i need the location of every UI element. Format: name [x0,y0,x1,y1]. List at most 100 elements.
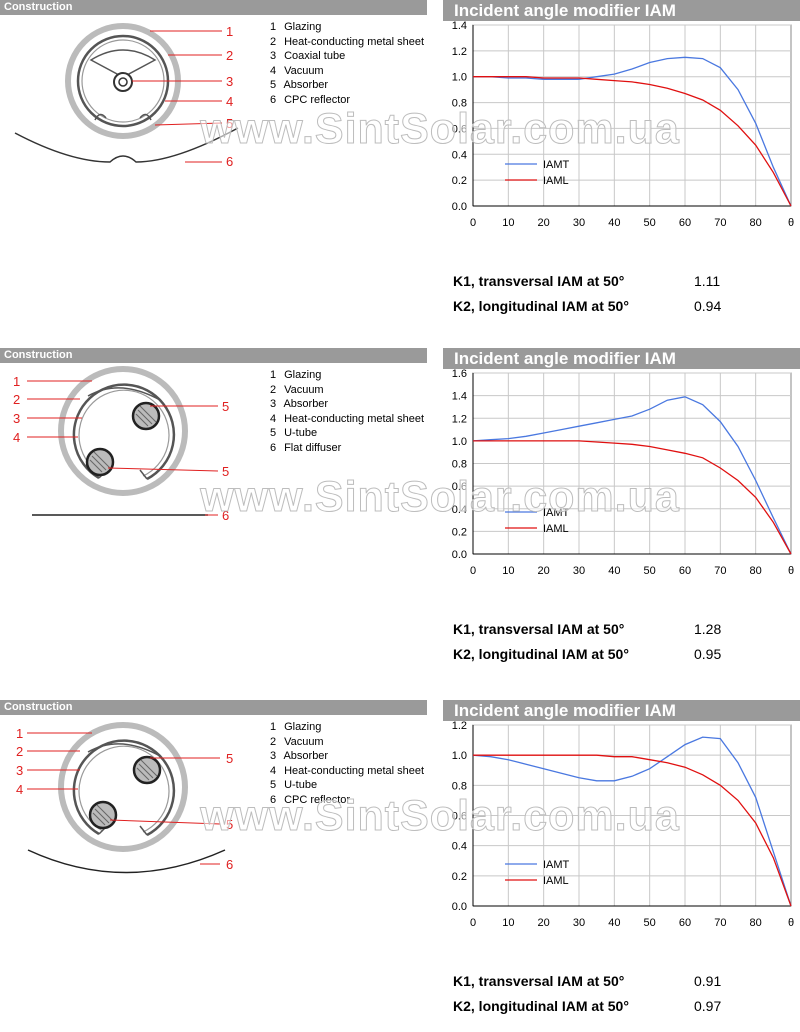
y-tick-label: 0.6 [452,811,467,823]
y-tick-label: 0.2 [452,871,467,883]
glazing-tube [58,366,188,496]
absorber-tube [72,383,176,481]
x-tick-label: 60 [679,917,691,929]
component-item: 6 CPC reflector [270,93,351,106]
y-tick-label: 1.0 [452,72,467,84]
y-tick-label: 0.8 [452,98,467,110]
x-tick-label: 50 [644,917,656,929]
callout-5: 5 [222,464,229,479]
plot-area [472,24,792,207]
series-line-iaml [473,76,792,207]
y-tick-label: 0.2 [452,175,467,187]
iam-chart: 0.0 0.2 0.4 0.6 0.8 1.0 1.2 1.4 1.6 0 10 20 30 40 50 60… [452,369,794,577]
y-tick-label: 1.4 [452,21,467,32]
callout-6: 6 [222,508,229,523]
callout-2: 2 [16,744,23,759]
y-tick-label: 0.4 [452,841,467,853]
x-tick-label: 30 [573,917,585,929]
x-tick-label: 60 [679,217,691,229]
component-item: 5 U-tube [270,427,318,439]
component-item: 2 Vacuum [270,383,324,396]
coaxial-tube [113,72,133,92]
construction-header: Construction [0,348,427,363]
series-line-iaml [473,440,792,555]
y-tick-label: 0.0 [452,549,467,561]
k2-label: K2, longitudinal IAM at 50° [453,998,629,1014]
construction-header: Construction [0,0,427,15]
u-tube-lower [88,800,118,830]
glazing-tube [58,722,188,852]
component-item: 1 Glazing [270,21,322,33]
callout-4: 4 [226,94,233,109]
x-tick-label: 70 [714,565,726,577]
legend-label: IAML [543,875,569,887]
iam-title: Incident angle modifier IAM [454,701,676,720]
component-item: 4 Vacuum [270,64,324,77]
component-item: 4 Heat-conducting metal sheet [270,412,425,425]
x-tick-label: θ [788,217,794,229]
x-tick-label: 0 [470,917,476,929]
k2-label: K2, longitudinal IAM at 50° [453,646,629,662]
legend-label: IAMT [543,859,570,871]
y-tick-label: 0.0 [452,901,467,913]
cpc-reflector [27,849,226,874]
component-item: 3 Coaxial tube [270,50,346,62]
callout-1: 1 [13,374,20,389]
legend-label: IAML [543,175,569,187]
callout-3: 3 [13,411,20,426]
x-tick-label: 10 [502,565,514,577]
x-tick-label: 70 [714,917,726,929]
y-tick-label: 0.4 [452,504,467,516]
collector-panel-1: Construction 1 2 3 4 5 6 1 Glazing 2 Hea [0,0,800,332]
y-tick-label: 1.2 [452,46,467,58]
y-tick-label: 0.2 [452,526,467,538]
k1-label: K1, transversal IAM at 50° [453,973,625,989]
x-tick-label: 40 [608,565,620,577]
y-tick-label: 0.6 [452,123,467,135]
k2-label: K2, longitudinal IAM at 50° [453,298,629,314]
callout-3: 3 [16,763,23,778]
callout-4: 4 [13,430,20,445]
component-list: 1 Glazing 2 Heat-conducting metal sheet … [270,20,424,107]
construction-diagram-utube-cpc: 1 2 3 4 5 5 6 [16,722,233,874]
component-item: 5 U-tube [270,779,318,791]
iam-chart: 0.0 0.2 0.4 0.6 0.8 1.0 1.2 0 10 20 30 40 50 60 70 80 θ I… [452,721,794,929]
x-tick-label: 0 [470,217,476,229]
x-tick-label: 80 [750,917,762,929]
y-tick-label: 1.2 [452,721,467,732]
x-tick-label: 80 [750,565,762,577]
k2-value: 0.94 [694,298,722,314]
callout-1: 1 [16,726,23,741]
component-item: 1 Glazing [270,721,322,733]
component-item: 2 Heat-conducting metal sheet [270,35,425,48]
heat-conducting-sheet [87,387,161,401]
construction-diagram-coaxial: 1 2 3 4 5 6 [14,23,239,169]
y-tick-label: 0.4 [452,149,467,161]
x-tick-label: 70 [714,217,726,229]
x-tick-label: 40 [608,217,620,229]
x-tick-label: 0 [470,565,476,577]
u-tube-lower [85,447,115,477]
legend-label: IAMT [543,507,570,519]
series-line-iaml [473,754,792,907]
component-item: 2 Vacuum [270,735,324,748]
k1-value: 0.91 [694,973,722,989]
absorber-tube [72,739,176,837]
k1-label: K1, transversal IAM at 50° [453,273,625,289]
y-tick-label: 0.8 [452,780,467,792]
callout-2: 2 [226,48,233,63]
u-tube-upper [132,755,162,785]
x-tick-label: 40 [608,917,620,929]
y-tick-label: 1.4 [452,391,467,403]
construction-header: Construction [0,700,427,715]
collector-panel-3: Construction 1 2 3 4 5 5 6 [0,700,800,1032]
iam-chart: 0.0 0.2 0.4 0.6 0.8 1.0 1.2 1.4 0 10 20 30 40 50 60 70 8… [452,21,794,229]
x-tick-label: 30 [573,217,585,229]
component-item: 3 Absorber [270,398,329,410]
x-tick-label: 20 [538,917,550,929]
component-item: 5 Absorber [270,79,329,91]
collector-panel-2: Construction 1 2 3 4 5 5 6 [0,348,800,680]
k2-value: 0.97 [694,998,722,1014]
x-tick-label: 30 [573,565,585,577]
y-tick-label: 0.6 [452,481,467,493]
